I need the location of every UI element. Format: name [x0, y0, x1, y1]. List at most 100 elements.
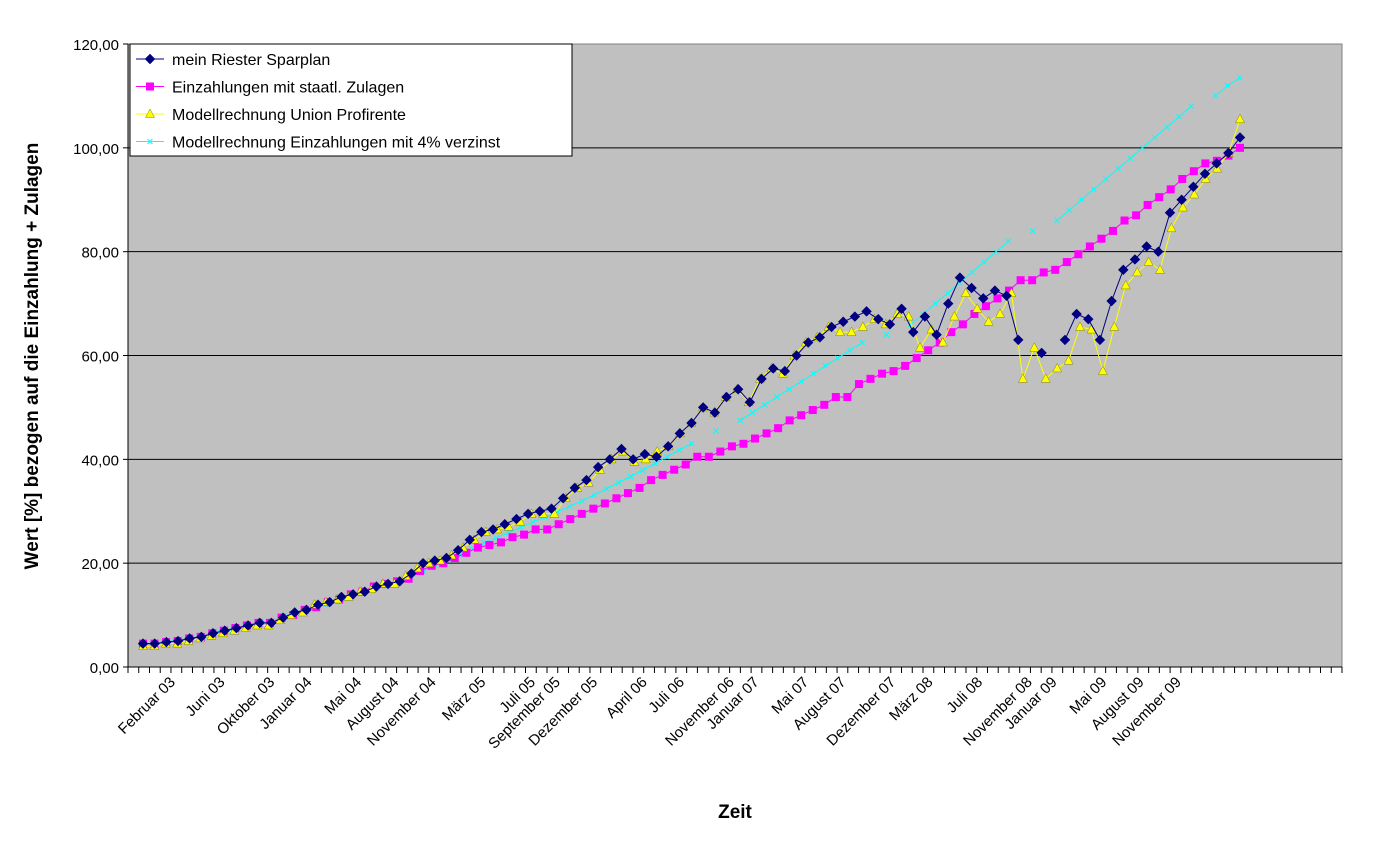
data-point [266, 617, 277, 629]
data-point [1059, 334, 1071, 346]
data-point [1155, 264, 1165, 274]
data-point [1083, 313, 1094, 325]
data-point [1199, 168, 1211, 179]
data-point [1066, 207, 1073, 213]
data-point [1120, 279, 1131, 290]
data-point [892, 308, 903, 318]
data-point [394, 576, 405, 587]
data-point [147, 138, 153, 145]
data-point [1235, 113, 1245, 124]
data-point [522, 508, 534, 520]
data-point [1106, 295, 1117, 307]
data-point [786, 386, 792, 393]
series-layer [137, 74, 1246, 650]
y-axis-title: Wert [%] bezogen auf die Einzahlung + Zu… [22, 143, 43, 570]
x-axis-title: Zeit [718, 802, 752, 823]
data-point [1075, 321, 1085, 331]
data-point [1029, 342, 1040, 352]
data-point [937, 336, 948, 347]
data-point [1120, 216, 1129, 225]
data-point [884, 319, 896, 330]
data-point [1143, 200, 1152, 209]
data-point [161, 636, 172, 648]
data-point [861, 306, 872, 317]
data-point [616, 443, 627, 455]
data-point [798, 378, 805, 385]
data-point [1177, 202, 1188, 212]
data-point [557, 493, 569, 504]
data-point [983, 316, 994, 326]
data-point [324, 596, 335, 608]
data-point [847, 347, 853, 354]
series-line [143, 137, 1241, 645]
y-tick-label: 100,00 [73, 141, 119, 158]
data-point [767, 363, 779, 374]
y-tick-label: 40,00 [81, 452, 119, 469]
data-point [1118, 264, 1129, 276]
data-point [709, 407, 721, 418]
data-point [693, 452, 702, 461]
data-point [1013, 334, 1024, 346]
data-point [1211, 158, 1222, 169]
data-point [473, 543, 482, 552]
data-point [932, 300, 939, 307]
data-point [1237, 74, 1243, 81]
data-point [822, 363, 829, 369]
data-point [1223, 147, 1234, 159]
data-point [581, 474, 592, 486]
data-point [145, 108, 155, 118]
data-point [543, 525, 552, 534]
data-point [1132, 266, 1143, 277]
data-point [1036, 347, 1047, 359]
data-point [1153, 246, 1164, 257]
data-point [406, 568, 417, 579]
data-point [231, 622, 242, 634]
data-point [289, 607, 300, 618]
data-point [972, 303, 983, 313]
data-point [1108, 226, 1117, 235]
data-point [603, 486, 610, 492]
data-point [651, 451, 662, 462]
data-point [779, 365, 791, 377]
data-point [184, 633, 195, 644]
legend-entry: Modellrechnung Union Profirente [136, 107, 406, 124]
x-tick-label: März 05 [439, 674, 489, 724]
data-point [1139, 144, 1146, 151]
data-point [981, 259, 987, 265]
data-point [1085, 242, 1094, 251]
data-point [1051, 265, 1060, 274]
data-point [1097, 365, 1108, 375]
legend-label: mein Riester Sparplan [172, 52, 330, 69]
legend-box [129, 43, 573, 157]
data-point [219, 625, 230, 636]
data-point [615, 479, 622, 486]
data-point [658, 470, 667, 479]
data-point [721, 391, 732, 403]
data-point [704, 452, 713, 461]
data-point [883, 331, 890, 338]
data-point [762, 429, 771, 438]
data-point [1090, 186, 1097, 193]
data-point [554, 520, 563, 529]
data-point [1212, 93, 1219, 99]
data-point [604, 454, 616, 465]
data-point [530, 519, 536, 526]
data-point [566, 503, 573, 510]
data-point [312, 599, 324, 610]
data-point [681, 460, 690, 469]
data-point [1109, 321, 1120, 331]
data-point [359, 586, 370, 597]
data-point [820, 400, 829, 409]
data-point [958, 320, 967, 329]
data-point [1127, 155, 1134, 162]
data-point [774, 424, 783, 433]
data-point [254, 617, 265, 629]
data-point [749, 409, 756, 416]
data-point [831, 393, 840, 402]
data-point [1189, 167, 1198, 176]
data-point [919, 311, 931, 322]
data-point [716, 447, 725, 456]
data-point [149, 638, 160, 649]
data-point [207, 628, 219, 639]
series-0 [137, 132, 1246, 649]
